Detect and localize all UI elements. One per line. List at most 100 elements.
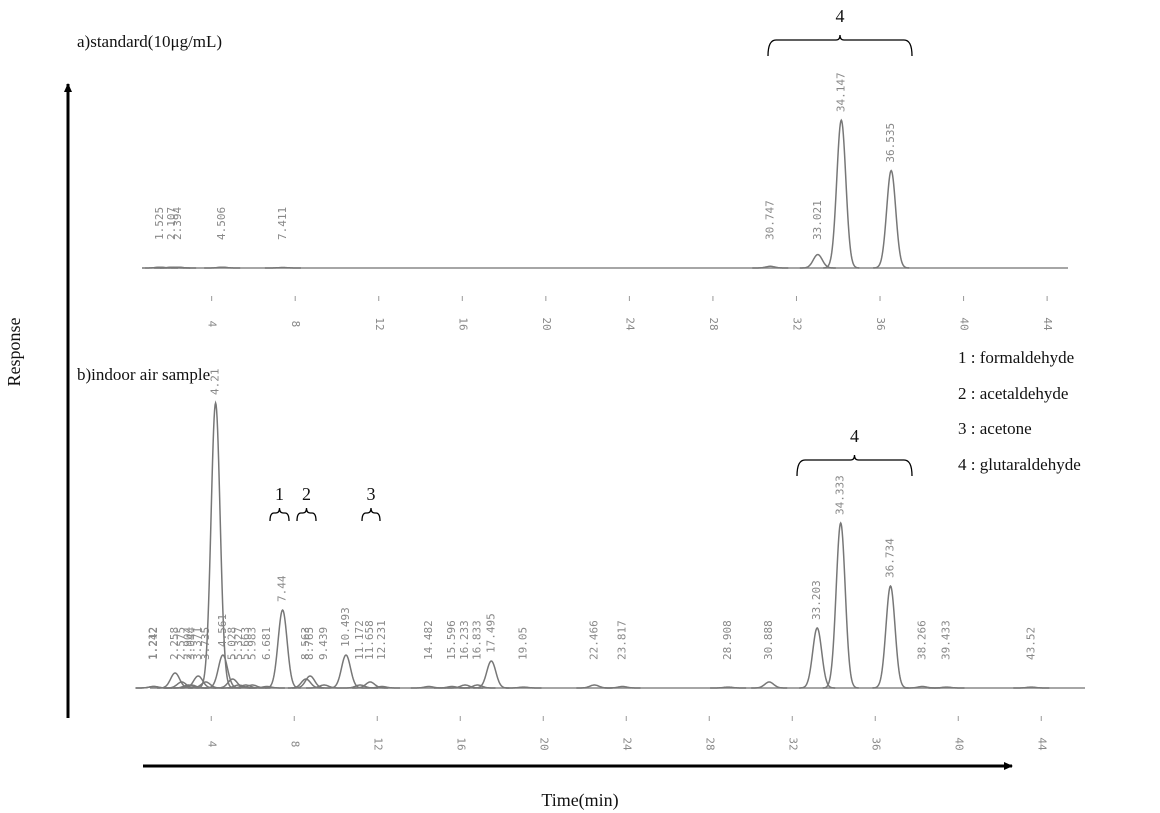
peak	[197, 400, 234, 689]
peak-label: 30.888	[762, 620, 775, 660]
peak-label: 38.266	[915, 620, 928, 660]
peak-label: 36.535	[884, 123, 897, 163]
peak	[352, 681, 389, 689]
legend-entry: 3 : acetone	[958, 419, 1032, 438]
peak-label: 30.747	[763, 200, 776, 240]
peak	[364, 685, 400, 689]
x-tick-label: 32	[790, 317, 803, 330]
x-tick-label: 16	[454, 737, 467, 750]
peak-label: 23.817	[615, 620, 628, 660]
x-tick-label: 20	[540, 317, 553, 330]
peak-label: 19.05	[517, 627, 530, 660]
legend-entry: 1 : formaldehyde	[958, 348, 1074, 367]
y-axis-label: Response	[4, 317, 24, 386]
peak-label: 11.172	[353, 620, 366, 660]
peak	[799, 253, 836, 269]
x-tick-label: 24	[620, 737, 633, 751]
peak-label: 9.439	[317, 627, 330, 660]
x-tick-label: 28	[707, 317, 720, 330]
peak-label: 3.371	[191, 627, 204, 660]
peak	[1013, 686, 1050, 689]
bracket	[767, 34, 913, 57]
peak	[710, 686, 747, 689]
peak	[248, 685, 285, 689]
peak-label: 5.983	[245, 627, 258, 660]
peak	[751, 681, 788, 689]
x-tick-label: 32	[786, 737, 799, 750]
peak-label: 1.242	[147, 627, 160, 660]
bracket-label: 1	[275, 484, 284, 504]
peak	[473, 660, 510, 689]
peak-label: 33.203	[810, 580, 823, 620]
peak	[752, 265, 789, 269]
x-tick-label: 44	[1041, 317, 1054, 331]
peak-label: 8.765	[303, 627, 316, 660]
peak-label: 4.506	[215, 207, 228, 240]
chart-title: b)indoor air sample	[77, 365, 210, 384]
peak	[873, 169, 910, 269]
peak	[459, 684, 496, 689]
peak-label: 5.028	[226, 627, 239, 660]
peak-label: 11.658	[363, 620, 376, 660]
peak-label: 3.044	[184, 627, 197, 660]
peak	[505, 686, 542, 689]
peak	[823, 118, 860, 269]
x-tick-label: 12	[371, 737, 384, 750]
x-tick-label: 8	[289, 321, 302, 328]
peak-label: 2.258	[168, 627, 181, 660]
chart-title: a)standard(10μg/mL)	[77, 32, 222, 51]
peak-label: 7.411	[276, 207, 289, 240]
peak-label: 14.482	[422, 620, 435, 660]
peak-label: 17.495	[484, 613, 497, 653]
peak	[928, 686, 965, 689]
peak-label: 2.107	[165, 207, 178, 240]
x-tick-label: 4	[205, 741, 218, 748]
peak	[264, 266, 301, 269]
legend-entry: 4 : glutaraldehyde	[958, 455, 1081, 474]
peak-label: 4.561	[216, 614, 229, 647]
peak	[306, 684, 343, 689]
peak-label: 2.575	[175, 627, 188, 660]
peak-label: 28.908	[721, 620, 734, 660]
bracket-label: 2	[302, 484, 311, 504]
peak	[264, 608, 301, 689]
peak	[799, 627, 836, 689]
x-tick-label: 4	[206, 321, 219, 328]
peak-label: 36.734	[883, 538, 896, 578]
peak-label: 34.333	[834, 475, 847, 515]
peak	[604, 685, 641, 689]
peak-label: 34.147	[834, 72, 847, 112]
peak-label: 22.466	[587, 620, 600, 660]
bracket	[361, 507, 381, 522]
x-tick-label: 12	[373, 317, 386, 330]
peak-label: 10.493	[339, 607, 352, 647]
peak-label: 1.525	[153, 207, 166, 240]
peak	[160, 266, 197, 269]
peak-label: 33.021	[811, 200, 824, 240]
bracket	[296, 507, 317, 522]
bracket-label: 4	[850, 426, 859, 446]
peak-label: 8.563	[299, 627, 312, 660]
bracket	[269, 507, 290, 522]
peak-label: 43.52	[1024, 627, 1037, 660]
bracket-label: 4	[836, 6, 845, 26]
peak-label: 1.212	[146, 627, 159, 660]
peak	[292, 675, 329, 689]
peak-label: 2.904	[182, 627, 195, 660]
peak	[822, 521, 859, 689]
peak-label: 3.735	[199, 627, 212, 660]
peak	[872, 584, 909, 689]
peak-label: 16.233	[458, 620, 471, 660]
bracket-label: 3	[367, 484, 376, 504]
x-tick-label: 40	[952, 737, 965, 750]
peak-label: 2.394	[171, 207, 184, 240]
peak-label: 39.433	[939, 620, 952, 660]
x-tick-label: 36	[869, 737, 882, 750]
x-tick-label: 28	[703, 737, 716, 750]
peak-label: 12.231	[375, 620, 388, 660]
peak-label: 4.21	[209, 369, 222, 396]
x-tick-label: 40	[958, 317, 971, 330]
x-tick-label: 20	[537, 737, 550, 750]
peak-label: 5.327	[232, 627, 245, 660]
